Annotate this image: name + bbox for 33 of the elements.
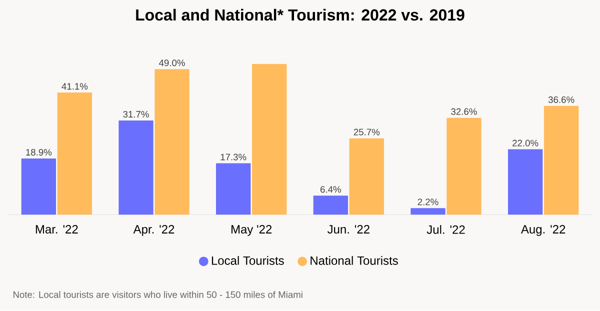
bar [349, 138, 384, 215]
bar [118, 120, 154, 215]
x-tick-label: May '22 [232, 225, 272, 236]
bar [57, 92, 92, 215]
x-tick-label: Jul. '22 [426, 225, 465, 234]
data-label: 41.1% [62, 83, 88, 90]
legend-label: Local Tourists [212, 256, 284, 266]
bar [252, 64, 287, 215]
data-label: 49.0% [158, 60, 185, 66]
text: Note: Local tourists are visitors who live within 50 - 150 miles of Miami [13, 291, 302, 298]
data-label: 36.6% [548, 96, 574, 104]
data-label: 17.3% [220, 154, 246, 160]
x-tick-label: Apr. '22 [133, 225, 174, 236]
x-tick-label: Aug. '22 [520, 225, 566, 236]
data-label: 31.7% [123, 111, 149, 118]
bar [313, 196, 348, 215]
data-label: 32.6% [451, 108, 477, 116]
bar [508, 149, 543, 215]
bar [446, 118, 482, 215]
x-tick-label: Mar. '22 [36, 225, 78, 234]
data-label: 6.4% [320, 186, 341, 193]
bar [154, 69, 190, 215]
x-tick-label: Jun. '22 [327, 225, 370, 234]
data-label: 22.0% [512, 140, 538, 147]
data-label: 2.2% [418, 198, 438, 206]
bar [21, 158, 56, 215]
bar [216, 163, 251, 215]
bar [544, 106, 579, 215]
data-label: 18.9% [26, 149, 52, 156]
chart-title: Local and National* Tourism: 2022 vs. 2019 [136, 9, 464, 21]
bar [410, 208, 446, 215]
data-label: 25.7% [354, 128, 380, 136]
legend-label: National Tourists [310, 256, 398, 266]
